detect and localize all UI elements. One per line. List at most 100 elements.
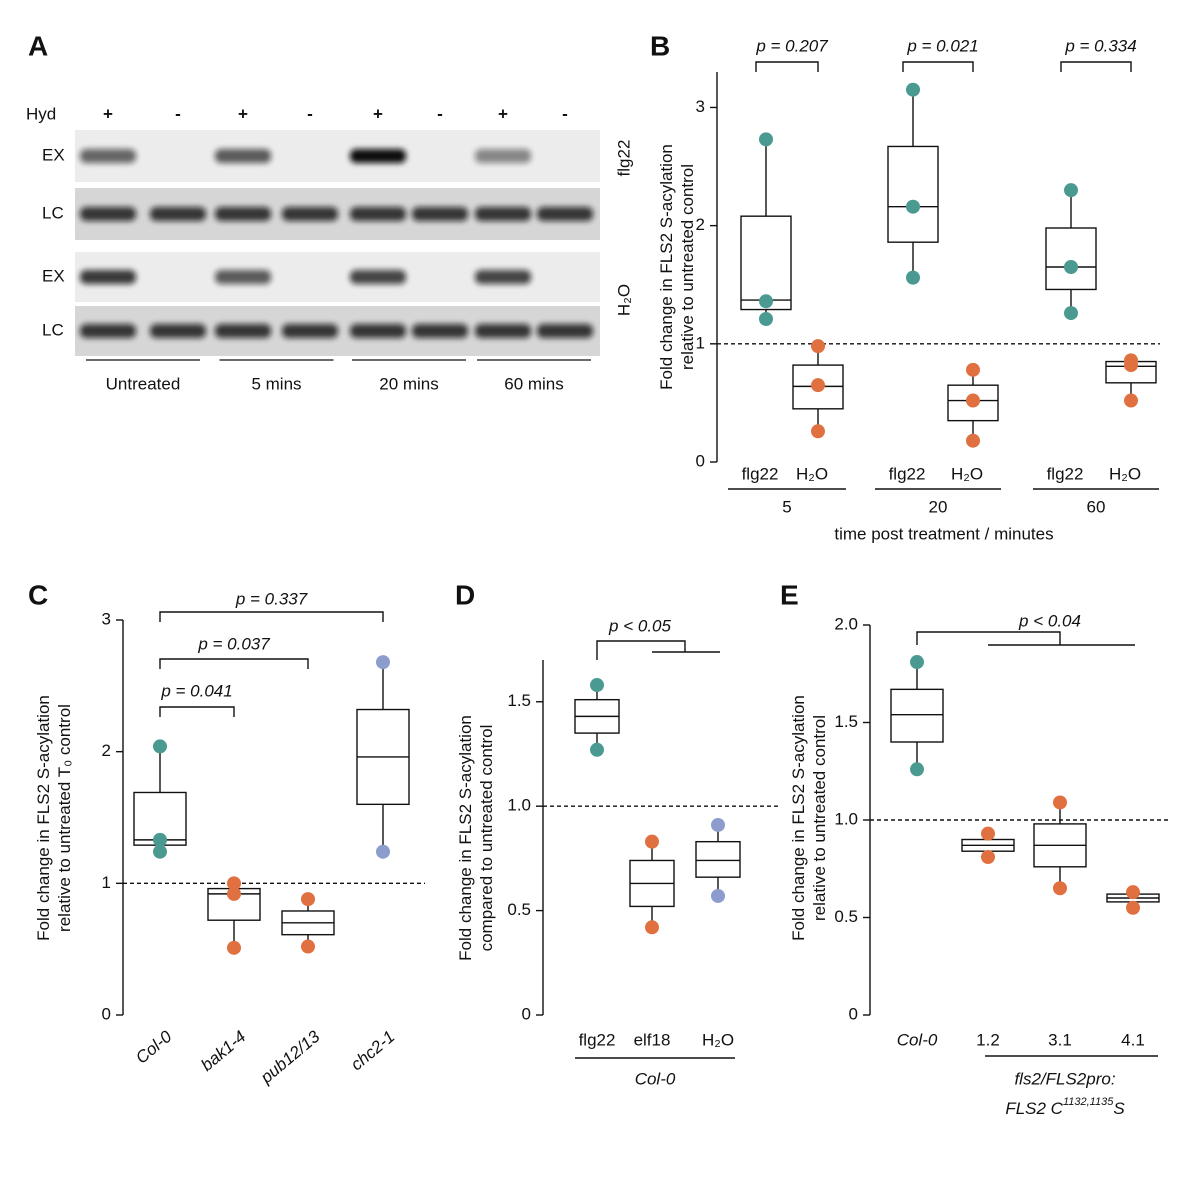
data-point <box>1124 358 1138 373</box>
group-label: FLS2 C1132,1135S <box>1005 1096 1125 1119</box>
row-label: EX <box>42 145 65 164</box>
data-point <box>1053 881 1067 896</box>
p-value: p = 0.037 <box>197 634 270 653</box>
data-point <box>1124 393 1138 408</box>
band <box>215 324 271 338</box>
bracket <box>159 658 309 669</box>
y-tick-label: 1.5 <box>507 691 531 710</box>
x-tick-label: flg22 <box>889 464 926 483</box>
panel-letter: B <box>650 30 670 61</box>
box <box>890 688 944 743</box>
data-point <box>910 655 924 670</box>
data-point <box>301 939 315 954</box>
data-point <box>811 424 825 439</box>
panel-letter: D <box>455 579 475 610</box>
x-tick-label: Col-0 <box>897 1030 938 1049</box>
data-point <box>966 362 980 377</box>
hyd-sign: + <box>498 104 508 123</box>
data-point <box>153 844 167 859</box>
y-label-line: relative to untreated control <box>678 164 697 370</box>
hyd-sign: - <box>307 104 313 123</box>
band <box>537 207 593 221</box>
band <box>215 149 271 163</box>
y-tick-label: 3 <box>102 609 111 628</box>
data-point <box>1126 900 1140 915</box>
y-tick-label: 1.0 <box>834 809 858 828</box>
y-label-line: Fold change in FLS2 S-acylation <box>789 695 808 941</box>
y-axis-label: Fold change in FLS2 S-acylation compared … <box>456 715 496 961</box>
p-value: p = 0.337 <box>235 589 308 608</box>
y-tick-label: 2 <box>696 215 705 234</box>
band <box>80 149 136 163</box>
band <box>475 324 531 338</box>
blot: EX LC EX LC + - + - + - + - flg22 H₂O Untreated 5 mins 2… <box>42 104 633 393</box>
data-point <box>711 888 725 903</box>
band <box>537 324 593 338</box>
bracket <box>1060 61 1132 72</box>
y-tick-label: 3 <box>696 97 705 116</box>
data-point <box>590 678 604 693</box>
panel-letter: E <box>780 579 799 610</box>
data-point <box>759 294 773 309</box>
group-label-sup: 1132,1135 <box>1063 1096 1114 1108</box>
data-point <box>981 826 995 841</box>
timepoint-label: 60 mins <box>504 374 564 393</box>
data-point <box>1064 183 1078 198</box>
y-label-line: relative to untreated control <box>810 715 829 921</box>
p-value: p = 0.334 <box>1064 36 1136 55</box>
band <box>350 149 406 163</box>
row-label: EX <box>42 266 65 285</box>
x-tick-label: H₂O <box>702 1030 734 1049</box>
bracket <box>596 640 720 660</box>
treatment-label: H₂O <box>614 284 633 316</box>
timepoint-label: 5 mins <box>251 374 301 393</box>
data-point <box>153 832 167 847</box>
data-point <box>811 339 825 354</box>
p-value: p < 0.04 <box>1018 611 1081 630</box>
y-tick-label: 2 <box>102 741 111 760</box>
y-tick-label: 1 <box>696 333 705 352</box>
data-point <box>590 742 604 757</box>
box <box>887 145 939 243</box>
hyd-sign: + <box>238 104 248 123</box>
group-label: 60 <box>1087 497 1106 516</box>
bracket <box>902 61 974 72</box>
band <box>412 207 468 221</box>
bracket <box>755 61 819 72</box>
x-tick-label: H₂O <box>796 464 828 483</box>
x-tick-label: flg22 <box>1047 464 1084 483</box>
hyd-sign: + <box>103 104 113 123</box>
band <box>80 324 136 338</box>
band <box>350 207 406 221</box>
hyd-label: Hyd <box>26 104 56 123</box>
y-label-line: Fold change in FLS2 S-acylation <box>34 695 53 941</box>
bracket <box>916 631 1135 646</box>
timepoint-label: 20 mins <box>379 374 439 393</box>
hyd-sign: - <box>562 104 568 123</box>
y-tick-label: 0.5 <box>834 907 858 926</box>
x-tick-label: flg22 <box>579 1030 616 1049</box>
data-point <box>153 739 167 754</box>
panel-letter: A <box>28 30 48 61</box>
x-axis-label: time post treatment / minutes <box>834 524 1053 543</box>
data-point <box>906 199 920 214</box>
y-tick-label: 0 <box>696 451 705 470</box>
x-tick-label: Col-0 <box>132 1027 176 1068</box>
x-tick-label: H₂O <box>1109 464 1141 483</box>
group-label: Col-0 <box>635 1069 676 1088</box>
data-point <box>981 850 995 865</box>
data-point <box>966 393 980 408</box>
y-axis-label: Fold change in FLS2 S-acylation relative … <box>657 144 697 390</box>
y-tick-label: 2.0 <box>834 614 858 633</box>
group-label-part: S <box>1113 1099 1125 1118</box>
data-point <box>1126 885 1140 900</box>
data-point <box>227 876 241 891</box>
y-tick-label: 0 <box>849 1004 858 1023</box>
data-point <box>906 82 920 97</box>
hyd-sign: - <box>437 104 443 123</box>
x-tick-label: pub12/13 <box>256 1027 324 1088</box>
group-label: fls2/FLS2pro: <box>1014 1069 1115 1088</box>
band <box>475 149 531 163</box>
y-label-line: Fold change in FLS2 S-acylation <box>657 144 676 390</box>
data-point <box>906 270 920 285</box>
